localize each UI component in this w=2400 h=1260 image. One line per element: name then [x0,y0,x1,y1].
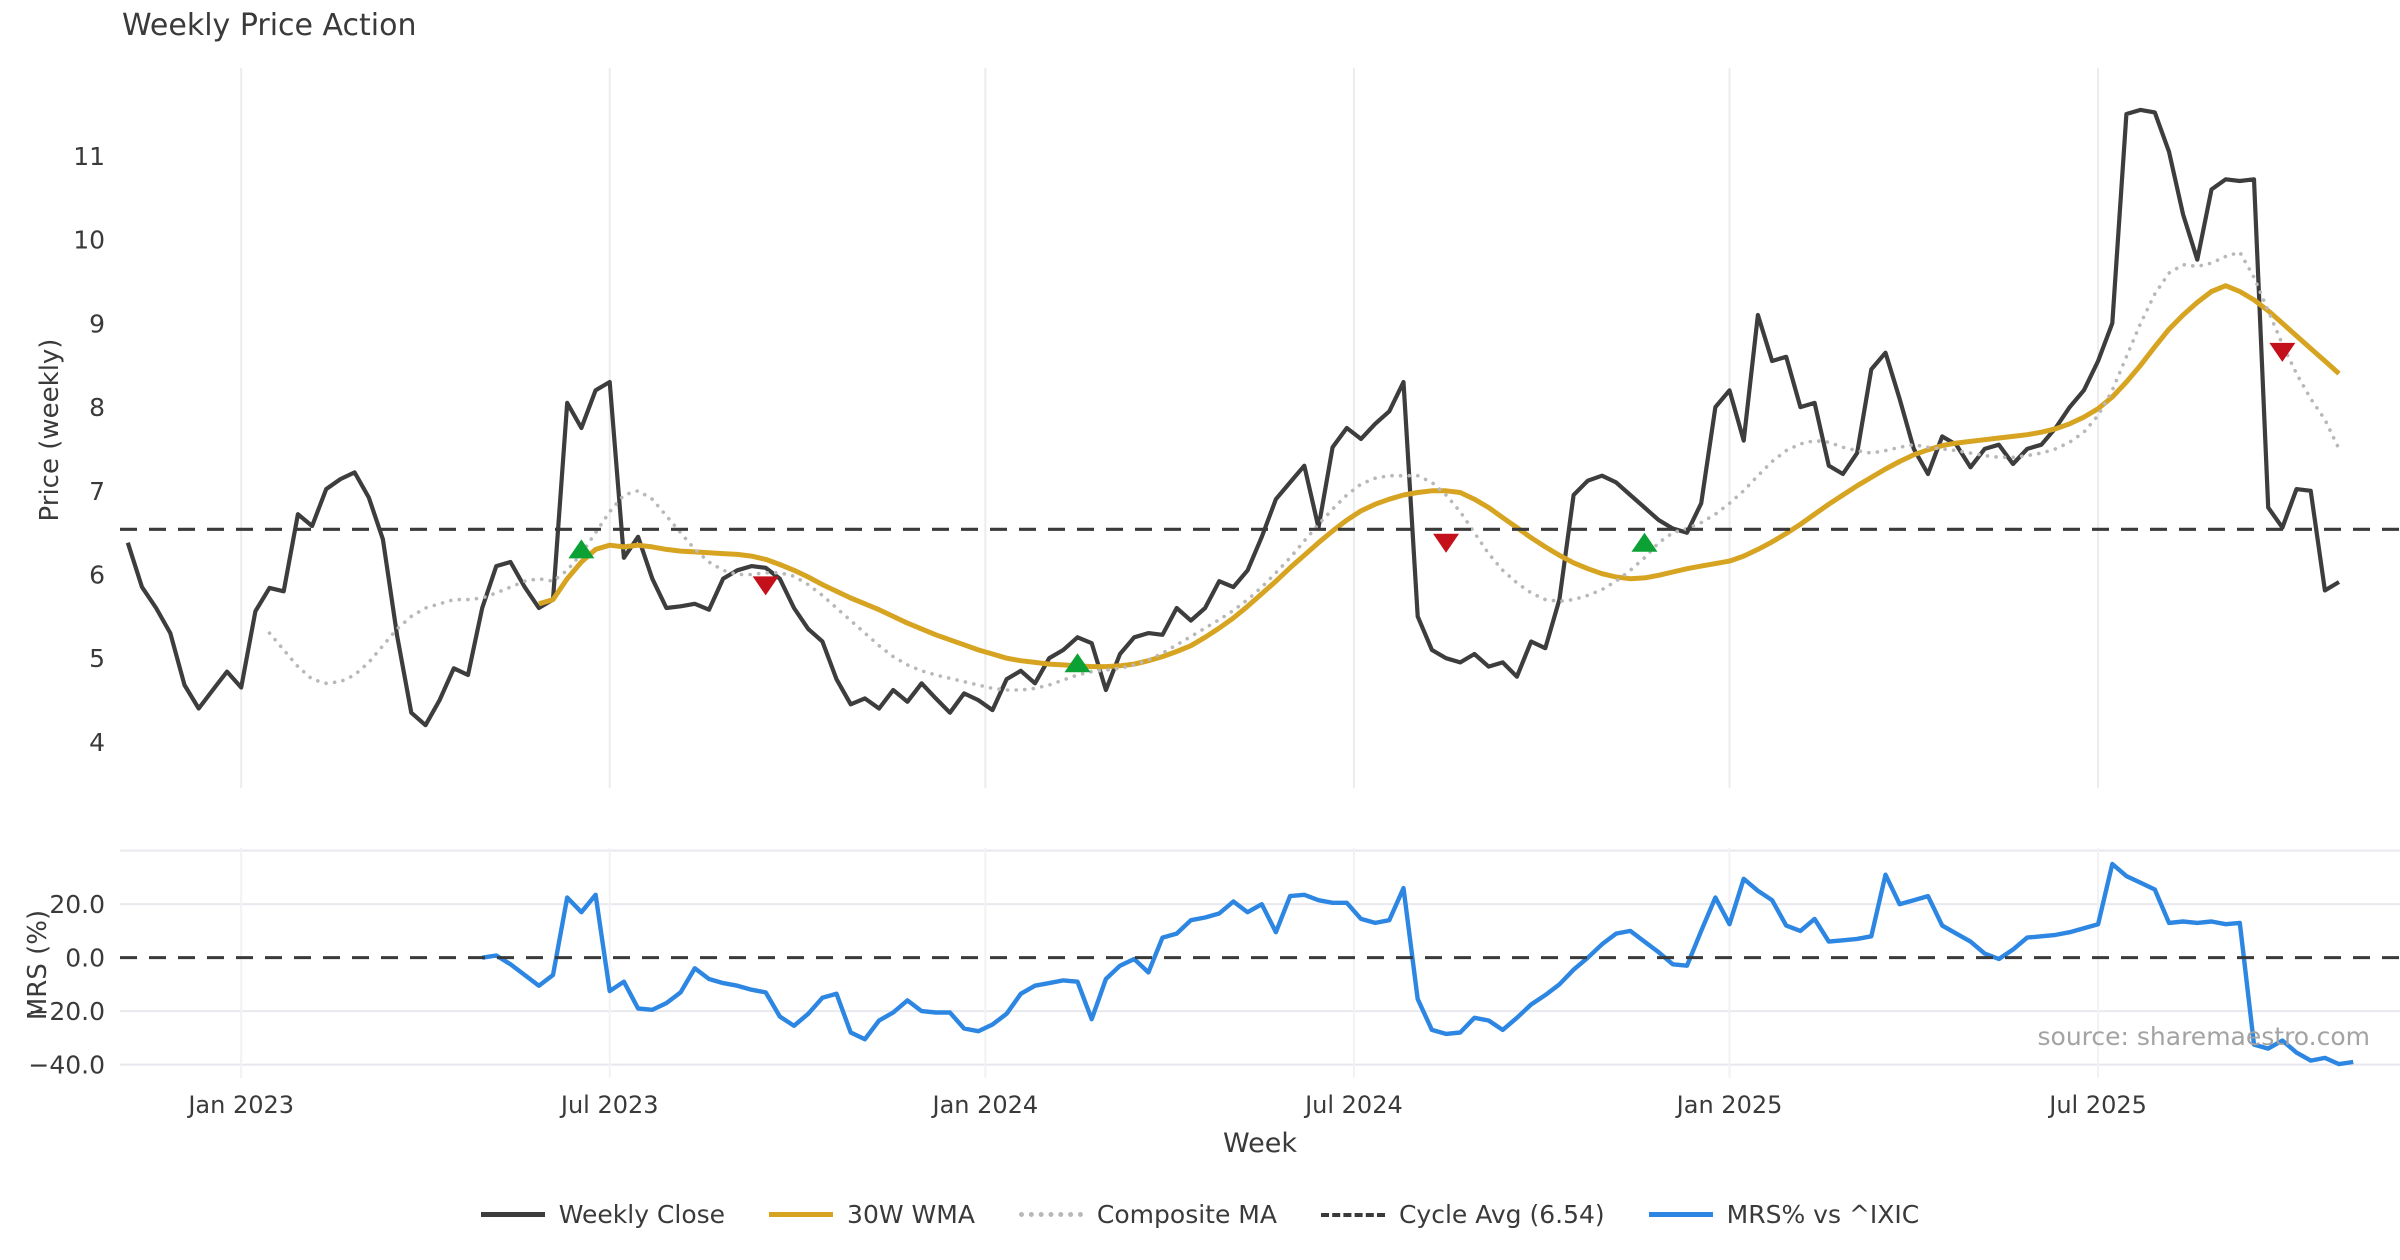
mrs-ytick-20.0: 20.0 [49,890,105,919]
sell-signal-marker [752,576,779,596]
buy-signal-marker [1631,532,1658,552]
legend-label: Cycle Avg (6.54) [1398,1200,1605,1229]
legend-item-mrs-vs-ixic: MRS% vs ^IXIC [1648,1200,1920,1229]
mrs-ytick-−40.0: −40.0 [28,1051,105,1080]
legend-line-sample [1018,1212,1083,1217]
30w-wma-line [538,283,2341,670]
mrs-vs-ixic-line [481,861,2354,1067]
legend-line-sample [1320,1212,1385,1217]
legend-label: Composite MA [1096,1200,1277,1229]
price-ytick-10: 10 [73,226,105,255]
legend-item-composite-ma: Composite MA [1018,1200,1277,1229]
legend-label: 30W WMA [847,1200,975,1229]
xtick-Jul 2025: Jul 2025 [2047,1091,2147,1119]
mrs-ytick-0.0: 0.0 [65,944,105,973]
sell-signal-marker [2269,342,2296,362]
xtick-Jul 2024: Jul 2024 [1303,1091,1403,1119]
composite-ma-line [267,250,2341,692]
legend-item-30w-wma: 30W WMA [769,1200,975,1229]
price-ytick-7: 7 [89,477,105,506]
legend-line-sample [1648,1212,1713,1217]
legend-label: Weekly Close [558,1200,726,1229]
mrs-ytick-−20.0: −20.0 [28,997,105,1026]
xtick-Jan 2023: Jan 2023 [186,1091,294,1119]
chart-legend: Weekly Close 30W WMA Composite MA Cycle Avg… [0,1200,2400,1229]
xtick-Jan 2025: Jan 2025 [1675,1091,1783,1119]
price-ytick-4: 4 [89,728,105,757]
xtick-Jan 2024: Jan 2024 [931,1091,1039,1119]
source-attribution: source: sharemaestro.com [2037,1022,2371,1051]
buy-signal-marker [1064,653,1091,673]
legend-item-cycle-avg-6-54-: Cycle Avg (6.54) [1320,1200,1605,1229]
legend-line-sample [769,1212,834,1217]
price-ytick-9: 9 [89,309,105,338]
legend-line-sample [480,1212,545,1217]
legend-label: MRS% vs ^IXIC [1726,1200,1920,1229]
buy-signal-marker [568,539,595,559]
weekly-close-line [125,107,2341,728]
price-ytick-5: 5 [89,644,105,673]
xtick-Jul 2023: Jul 2023 [559,1091,659,1119]
price-ytick-8: 8 [89,393,105,422]
legend-item-weekly-close: Weekly Close [480,1200,726,1229]
sell-signal-marker [1433,533,1460,553]
price-ytick-11: 11 [73,142,105,171]
x-axis-label: Week [1223,1128,1297,1159]
chart-title: Weekly Price Action [122,8,417,43]
price-ytick-6: 6 [89,561,105,590]
